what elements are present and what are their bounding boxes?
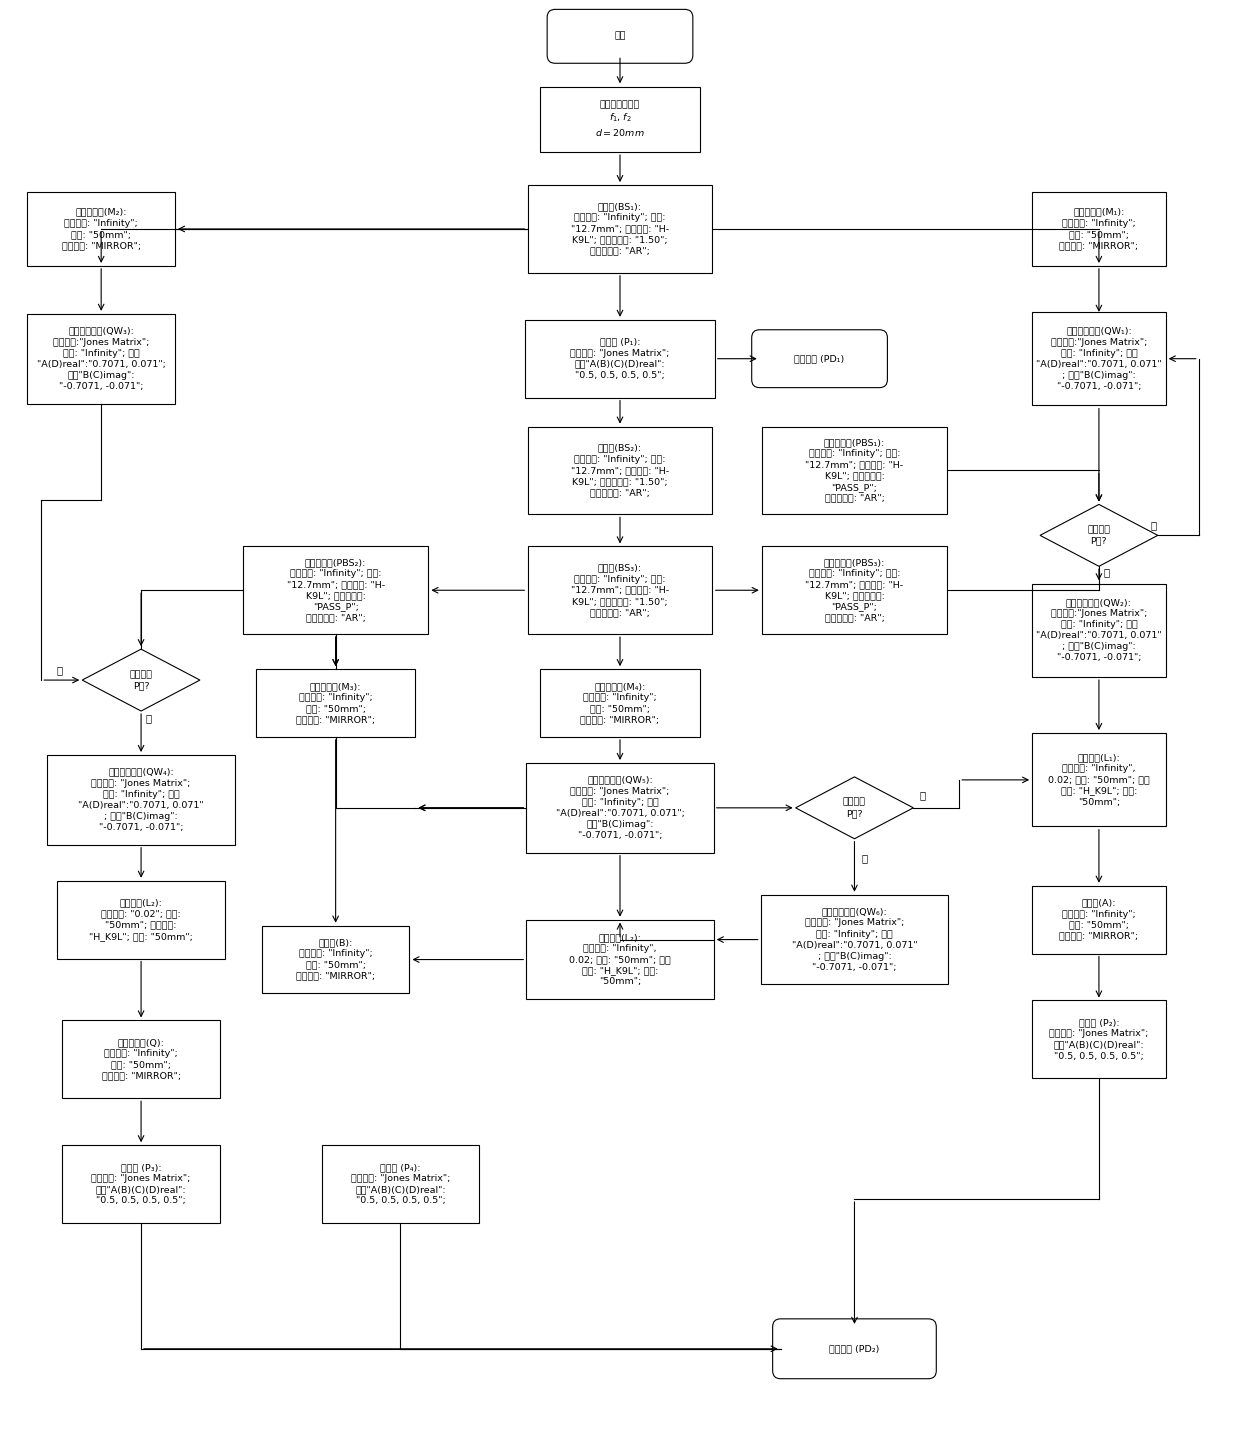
- Text: 基圆柱(A):
曲率半径: "Infinity";
厚度: "50mm";
玻璃材料: "MIRROR";: 基圆柱(A): 曲率半径: "Infinity"; 厚度: "50mm"; 玻璃…: [1059, 899, 1138, 941]
- Polygon shape: [796, 776, 914, 838]
- FancyBboxPatch shape: [1032, 312, 1167, 405]
- Polygon shape: [1040, 505, 1158, 566]
- FancyBboxPatch shape: [27, 313, 175, 404]
- Text: 四分之一波片(QW₅):
表面类型: "Jones Matrix";
厚度: "Infinity"; 参数
"A(D)real":"0.7071, 0.071": 四分之一波片(QW₅): 表面类型: "Jones Matrix"; 厚度: "…: [556, 775, 684, 840]
- Text: 否: 否: [919, 789, 925, 799]
- FancyBboxPatch shape: [528, 185, 712, 273]
- FancyBboxPatch shape: [760, 895, 949, 984]
- FancyBboxPatch shape: [27, 192, 175, 267]
- FancyBboxPatch shape: [541, 87, 699, 152]
- Text: 四分之一波片(QW₁):
表面类型:"Jones Matrix";
厚度: "Infinity"; 参数
"A(D)real":"0.7071, 0.071"
: 四分之一波片(QW₁): 表面类型:"Jones Matrix"; 厚度: "I…: [1037, 326, 1162, 391]
- Text: 双凸透镜(L₂):
曲率半径: "0.02"; 厚度:
"50mm"; 玻璃材料:
"H_K9L"; 焦距: "50mm";: 双凸透镜(L₂): 曲率半径: "0.02"; 厚度: "50mm"; 玻璃材料…: [89, 899, 193, 941]
- FancyBboxPatch shape: [1032, 192, 1167, 267]
- Text: 偏振分光镜(PBS₁):
曲率半径: "Infinity"; 厚度:
"12.7mm"; 玻璃材料: "H-
K9L"; 分光处镀膜:
"PASS_P";
其他: 偏振分光镜(PBS₁): 曲率半径: "Infinity"; 厚度: "12.7…: [806, 439, 904, 502]
- FancyBboxPatch shape: [526, 763, 714, 853]
- FancyBboxPatch shape: [255, 670, 415, 737]
- FancyBboxPatch shape: [321, 1146, 480, 1224]
- Polygon shape: [82, 649, 200, 711]
- Text: 四分之一波片(QW₄):
表面类型: "Jones Matrix";
厚度: "Infinity"; 参数
"A(D)real":"0.7071, 0.071": 四分之一波片(QW₄): 表面类型: "Jones Matrix"; 厚度: "…: [78, 768, 203, 833]
- Text: 分光镜(BS₁):
曲率半径: "Infinity"; 厚度:
"12.7mm"; 玻璃材料: "H-
K9L"; 分光出镀膜: "1.50";
其他面镀膜: : 分光镜(BS₁): 曲率半径: "Infinity"; 厚度: "12.7mm"…: [570, 202, 670, 255]
- Text: 四分之一波片(QW₆):
表面类型: "Jones Matrix";
厚度: "Infinity"; 参数
"A(D)real":"0.7071, 0.071": 四分之一波片(QW₆): 表面类型: "Jones Matrix"; 厚度: "…: [791, 908, 918, 971]
- Text: 平面反射镜(M₃):
曲率半径: "Infinity";
厚度: "50mm";
玻璃材料: "MIRROR";: 平面反射镜(M₃): 曲率半径: "Infinity"; 厚度: "50mm";…: [296, 683, 376, 724]
- FancyBboxPatch shape: [763, 547, 947, 633]
- Text: 否: 否: [56, 665, 62, 675]
- Text: 检偏器 (P₂):
表面类型: "Jones Matrix";
参数"A(B)(C)(D)real":
"0.5, 0.5, 0.5, 0.5";: 检偏器 (P₂): 表面类型: "Jones Matrix"; 参数"A(B)(…: [1049, 1019, 1148, 1061]
- Text: 光电接收 (PD₂): 光电接收 (PD₂): [830, 1345, 879, 1354]
- Text: 平面反射镜(M₁):
曲率半径: "Infinity";
厚度: "50mm";
玻璃材料: "MIRROR";: 平面反射镜(M₁): 曲率半径: "Infinity"; 厚度: "50mm";…: [1059, 208, 1138, 250]
- Text: 偏振分光镜(PBS₂):
曲率半径: "Infinity"; 厚度:
"12.7mm"; 玻璃材料: "H-
K9L"; 分光处镀膜:
"PASS_P";
其他: 偏振分光镜(PBS₂): 曲率半径: "Infinity"; 厚度: "12.7…: [286, 558, 384, 622]
- FancyBboxPatch shape: [763, 427, 947, 514]
- FancyBboxPatch shape: [547, 9, 693, 63]
- FancyBboxPatch shape: [47, 755, 234, 844]
- FancyBboxPatch shape: [773, 1319, 936, 1378]
- Text: 检偏器 (P₄):
表面类型: "Jones Matrix";
参数"A(B)(C)(D)real":
"0.5, 0.5, 0.5, 0.5";: 检偏器 (P₄): 表面类型: "Jones Matrix"; 参数"A(B)(…: [351, 1163, 450, 1205]
- FancyBboxPatch shape: [526, 919, 714, 1000]
- Text: 分光镜(BS₂):
曲率半径: "Infinity"; 厚度:
"12.7mm"; 玻璃材料: "H-
K9L"; 分光出镀膜: "1.50";
其他面镀膜: : 分光镜(BS₂): 曲率半径: "Infinity"; 厚度: "12.7mm"…: [570, 444, 670, 498]
- FancyBboxPatch shape: [528, 547, 712, 633]
- Text: 是: 是: [146, 713, 153, 723]
- Text: 输出光为
P光?: 输出光为 P光?: [1087, 525, 1111, 545]
- Text: 开始: 开始: [614, 32, 626, 40]
- Text: 四分之一波片(QW₂):
表面类型:"Jones Matrix";
厚度: "Infinity"; 参数
"A(D)real":"0.7071, 0.071"
: 四分之一波片(QW₂): 表面类型:"Jones Matrix"; 厚度: "I…: [1037, 597, 1162, 662]
- Text: 检偏器 (P₃):
表面类型: "Jones Matrix";
参数"A(B)(C)(D)real":
"0.5, 0.5, 0.5, 0.5";: 检偏器 (P₃): 表面类型: "Jones Matrix"; 参数"A(B)(…: [92, 1163, 191, 1205]
- FancyBboxPatch shape: [1032, 733, 1167, 827]
- Text: 渐开线齿面(Q):
曲率半径: "Infinity";
厚度: "50mm";
玻璃材料: "MIRROR";: 渐开线齿面(Q): 曲率半径: "Infinity"; 厚度: "50mm"; …: [102, 1038, 181, 1081]
- Text: 平面反射镜(M₂):
曲率半径: "Infinity";
厚度: "50mm";
玻璃材料: "MIRROR";: 平面反射镜(M₂): 曲率半径: "Infinity"; 厚度: "50mm";…: [62, 208, 140, 250]
- Text: 分光镜(BS₃):
曲率半径: "Infinity"; 厚度:
"12.7mm"; 玻璃材料: "H-
K9L"; 分光出镀膜: "1.50";
其他面镀膜: : 分光镜(BS₃): 曲率半径: "Infinity"; 厚度: "12.7mm"…: [570, 564, 670, 618]
- Text: 输出光为
P光?: 输出光为 P光?: [843, 798, 866, 818]
- FancyBboxPatch shape: [528, 427, 712, 514]
- FancyBboxPatch shape: [751, 330, 888, 388]
- Text: 否: 否: [1151, 521, 1157, 531]
- FancyBboxPatch shape: [62, 1146, 219, 1224]
- FancyBboxPatch shape: [62, 1020, 219, 1098]
- Text: 平凸透镜(L₁):
曲率半径: "Infinity",
0.02; 厚度: "50mm"; 玻璃
材料: "H_K9L"; 焦距:
"50mm";: 平凸透镜(L₁): 曲率半径: "Infinity", 0.02; 厚度: "5…: [1048, 753, 1149, 807]
- FancyBboxPatch shape: [1032, 584, 1167, 677]
- FancyBboxPatch shape: [1032, 1000, 1167, 1078]
- FancyBboxPatch shape: [526, 320, 714, 398]
- Text: 检偏器 (P₁):
表面类型: "Jones Matrix";
参数"A(B)(C)(D)real":
"0.5, 0.5, 0.5, 0.5";: 检偏器 (P₁): 表面类型: "Jones Matrix"; 参数"A(B)(…: [570, 338, 670, 380]
- FancyBboxPatch shape: [262, 925, 409, 993]
- Text: 平面反射镜(M₄):
曲率半径: "Infinity";
厚度: "50mm";
玻璃材料: "MIRROR";: 平面反射镜(M₄): 曲率半径: "Infinity"; 厚度: "50mm";…: [580, 683, 660, 724]
- Text: 偏振分光镜(PBS₃):
曲率半径: "Infinity"; 厚度:
"12.7mm"; 玻璃材料: "H-
K9L"; 分光处镀膜:
"PASS_P";
其他: 偏振分光镜(PBS₃): 曲率半径: "Infinity"; 厚度: "12.7…: [806, 558, 904, 622]
- Text: 输出光为
P光?: 输出光为 P光?: [129, 670, 153, 690]
- FancyBboxPatch shape: [57, 880, 224, 958]
- Text: 四分之一波片(QW₃):
表面类型:"Jones Matrix";
厚度: "Infinity"; 参数
"A(D)real":"0.7071, 0.071";: 四分之一波片(QW₃): 表面类型:"Jones Matrix"; 厚度: "I…: [37, 326, 166, 391]
- FancyBboxPatch shape: [243, 547, 428, 633]
- Text: 是: 是: [862, 853, 868, 863]
- Text: 平凸透镜(L₂):
曲率半径: "Infinity",
0.02; 厚度: "50mm"; 玻璃
材料: "H_K9L"; 焦距:
"50mm";: 平凸透镜(L₂): 曲率半径: "Infinity", 0.02; 厚度: "5…: [569, 932, 671, 986]
- Text: 光电接收 (PD₁): 光电接收 (PD₁): [795, 354, 844, 364]
- Text: 基圆柱(B):
曲率半径: "Infinity";
厚度: "50mm";
玻璃材料: "MIRROR";: 基圆柱(B): 曲率半径: "Infinity"; 厚度: "50mm"; 玻璃…: [296, 938, 376, 981]
- FancyBboxPatch shape: [1032, 886, 1167, 954]
- FancyBboxPatch shape: [541, 670, 699, 737]
- Text: 光学系统参数：
$f_1$, $f_2$
$d = 20mm$: 光学系统参数： $f_1$, $f_2$ $d = 20mm$: [595, 100, 645, 139]
- Text: 是: 是: [1104, 567, 1110, 577]
